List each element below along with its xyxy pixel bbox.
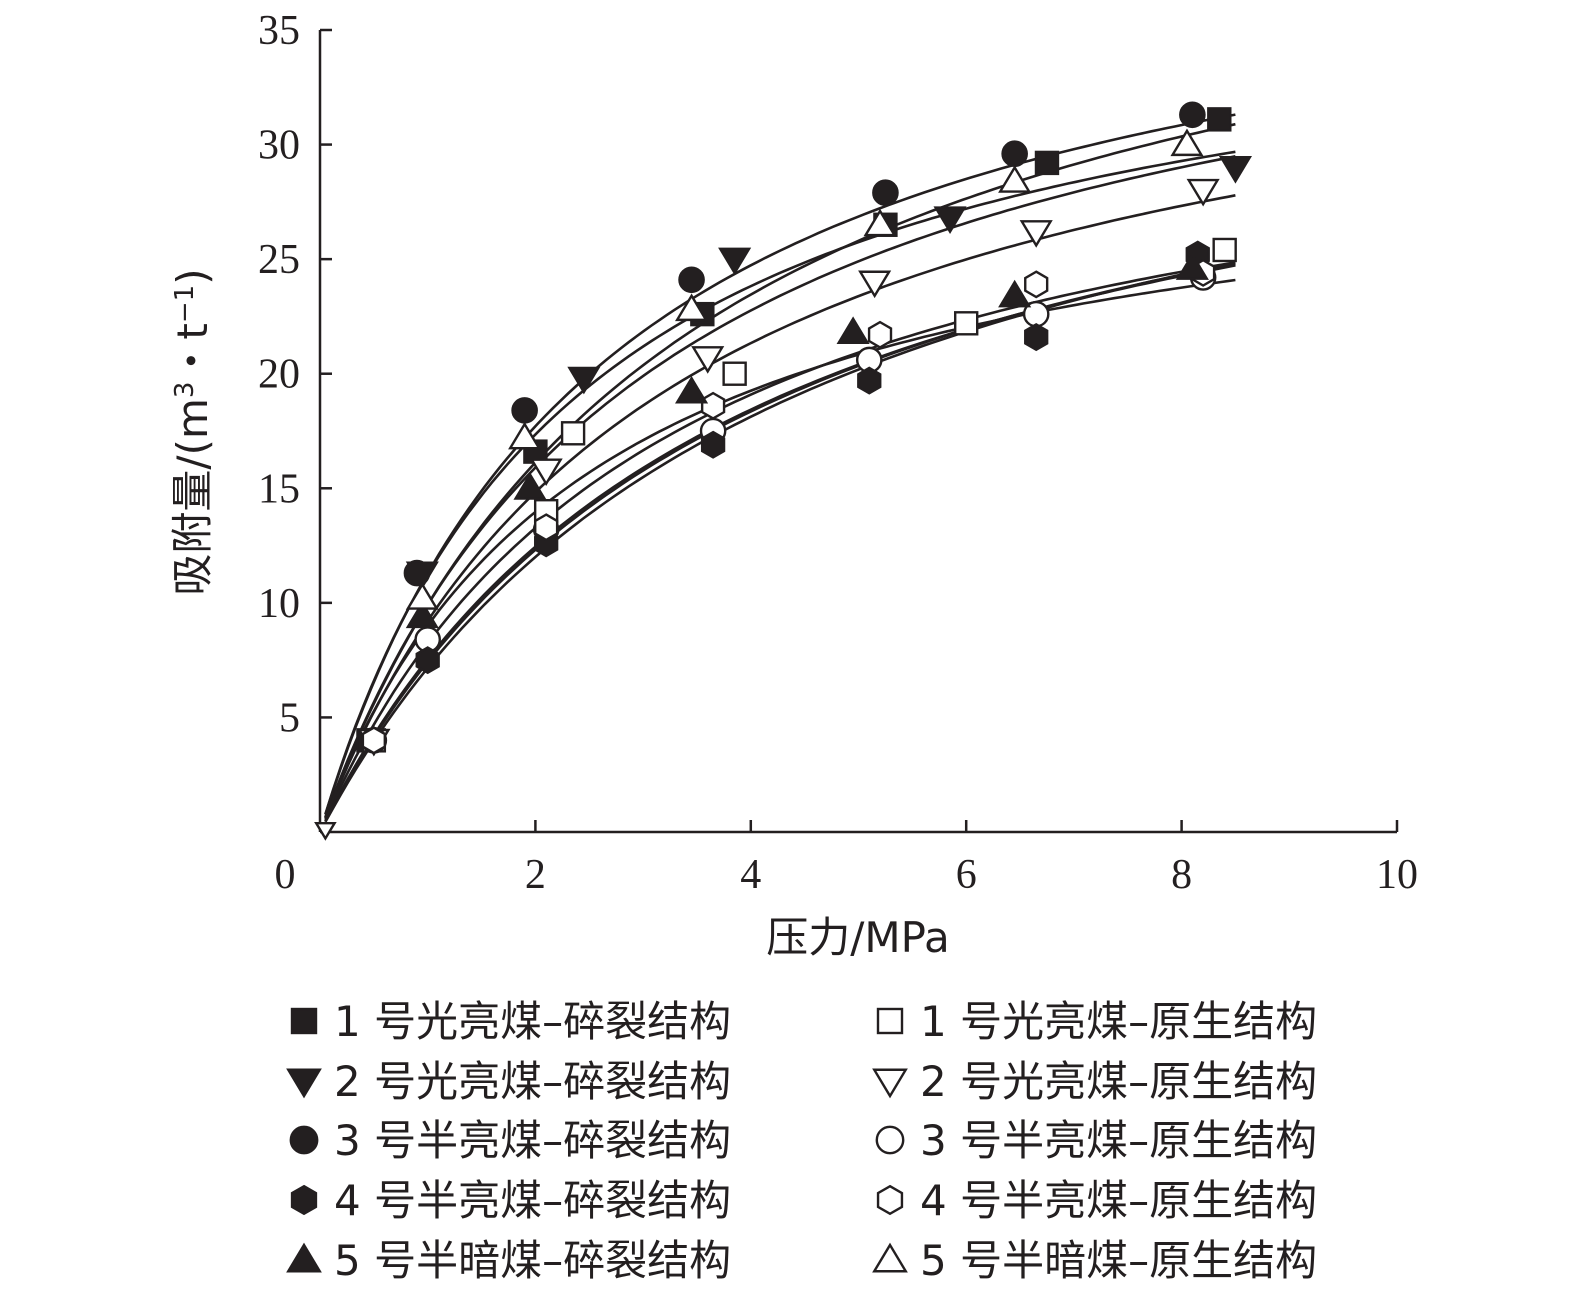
x-tick-label-8: 8 (1171, 852, 1192, 898)
legend-label-10: 5 号半暗煤–原生结构 (920, 1236, 1317, 1285)
legend-marker-8 (878, 1186, 902, 1214)
data-point-s1-p6 (1208, 108, 1230, 130)
x-tick-label-4: 4 (740, 852, 761, 898)
fit-curve-series-5 (325, 115, 1235, 815)
legend-item-2: 1 号光亮煤–原生结构 (878, 997, 1317, 1046)
y-tick-label-5: 5 (279, 695, 300, 741)
legend-label-1: 1 号光亮煤–碎裂结构 (334, 997, 731, 1046)
data-point-s2-p6 (1214, 239, 1236, 261)
data-point-s5-p6 (1180, 103, 1204, 127)
data-point-s5-p1 (405, 561, 429, 585)
legend-label-2: 1 号光亮煤–原生结构 (920, 997, 1317, 1046)
data-point-s3-p6 (1221, 157, 1250, 181)
data-point-s5-p4 (873, 181, 897, 205)
legend-item-3: 2 号光亮煤–碎裂结构 (288, 1057, 731, 1106)
data-point-s7-p4 (702, 432, 724, 457)
legend-item-1: 1 号光亮煤–碎裂结构 (292, 997, 731, 1046)
legend-label-3: 2 号光亮煤–碎裂结构 (334, 1057, 731, 1106)
fit-curve-series-3 (325, 156, 1235, 817)
data-point-s1-p5 (1036, 152, 1058, 174)
data-point-s4-p4 (860, 272, 889, 296)
data-point-s2-p4 (724, 363, 746, 385)
y-tick-label-25: 25 (258, 237, 300, 283)
x-axis-title: 压力/MPa (766, 913, 950, 962)
x-tick-label-6: 6 (956, 852, 977, 898)
legend-label-7: 4 号半亮煤–碎裂结构 (334, 1176, 731, 1225)
legend-item-6: 3 号半亮煤–原生结构 (877, 1116, 1317, 1165)
fit-curve-series-9 (325, 280, 1235, 818)
legend-marker-1 (292, 1009, 316, 1033)
y-axis-title-mid: ・t (168, 323, 217, 381)
ticks: 2 4 6 8 10 5 10 15 20 25 30 35 (258, 8, 1418, 898)
y-axis-title-end: ) (168, 268, 217, 284)
data-point-s9-p4 (839, 319, 868, 343)
y-axis-title-sup2: −1 (170, 285, 200, 323)
y-tick-label-20: 20 (258, 352, 300, 398)
data-point-s2-p5 (955, 312, 977, 334)
legend: 1 号光亮煤–碎裂结构 1 号光亮煤–原生结构 2 号光亮煤–碎裂结构 2 号光亮煤–… (288, 997, 1317, 1285)
fit-curves (325, 115, 1235, 822)
origin-label: 0 (275, 852, 296, 898)
legend-marker-10 (874, 1245, 906, 1271)
legend-marker-9 (288, 1245, 320, 1271)
y-tick-label-10: 10 (258, 581, 300, 627)
data-point-s5-p5 (1003, 142, 1027, 166)
legend-marker-4 (874, 1070, 906, 1096)
fit-curve-series-2 (325, 265, 1235, 821)
data-point-s8-p1 (363, 728, 385, 753)
legend-label-8: 4 号半亮煤–原生结构 (920, 1176, 1317, 1225)
data-point-s7-p6 (1025, 324, 1047, 349)
x-tick-label-10: 10 (1376, 852, 1418, 898)
fit-curve-series-7 (325, 263, 1235, 822)
legend-label-9: 5 号半暗煤–碎裂结构 (334, 1236, 731, 1285)
fit-curve-series-1 (325, 124, 1235, 817)
data-point-s3-p5 (936, 208, 965, 232)
axes (320, 30, 1397, 832)
data-point-s7-p2 (417, 647, 439, 672)
legend-item-10: 5 号半暗煤–原生结构 (874, 1236, 1317, 1285)
legend-marker-6 (877, 1127, 903, 1153)
data-points (316, 103, 1250, 839)
legend-label-4: 2 号光亮煤–原生结构 (920, 1057, 1317, 1106)
legend-marker-2 (878, 1009, 902, 1033)
y-axis-title-sup1: 3 (170, 382, 200, 399)
legend-label-6: 3 号半亮煤–原生结构 (920, 1116, 1317, 1165)
x-tick-label-2: 2 (525, 852, 546, 898)
data-point-s5-p2 (513, 398, 537, 422)
data-point-s2-p3 (562, 422, 584, 444)
y-tick-label-30: 30 (258, 123, 300, 169)
data-point-s8-p3 (702, 393, 724, 418)
data-point-s5-p3 (679, 268, 703, 292)
y-tick-label-35: 35 (258, 8, 300, 54)
legend-item-4: 2 号光亮煤–原生结构 (874, 1057, 1317, 1106)
legend-marker-5 (291, 1127, 317, 1153)
legend-item-5: 3 号半亮煤–碎裂结构 (291, 1116, 731, 1165)
fit-curve-series-8 (325, 262, 1235, 819)
data-point-s8-p4 (869, 322, 891, 347)
legend-label-5: 3 号半亮煤–碎裂结构 (334, 1116, 731, 1165)
legend-marker-3 (288, 1070, 320, 1096)
data-point-s10-p6 (1173, 131, 1202, 155)
legend-item-8: 4 号半亮煤–原生结构 (878, 1176, 1317, 1225)
legend-item-7: 4 号半亮煤–碎裂结构 (292, 1176, 731, 1225)
y-axis-title: 吸附量/(m3・t−1) (168, 268, 217, 595)
legend-item-9: 5 号半暗煤–碎裂结构 (288, 1236, 731, 1285)
data-point-s8-p2 (535, 515, 557, 540)
data-point-s8-p5 (1025, 272, 1047, 297)
legend-marker-7 (292, 1186, 316, 1214)
y-tick-label-15: 15 (258, 466, 300, 512)
data-point-s7-p5 (858, 368, 880, 393)
fit-curve-series-6 (325, 264, 1235, 821)
y-axis-title-main: 吸附量/(m (168, 398, 217, 595)
